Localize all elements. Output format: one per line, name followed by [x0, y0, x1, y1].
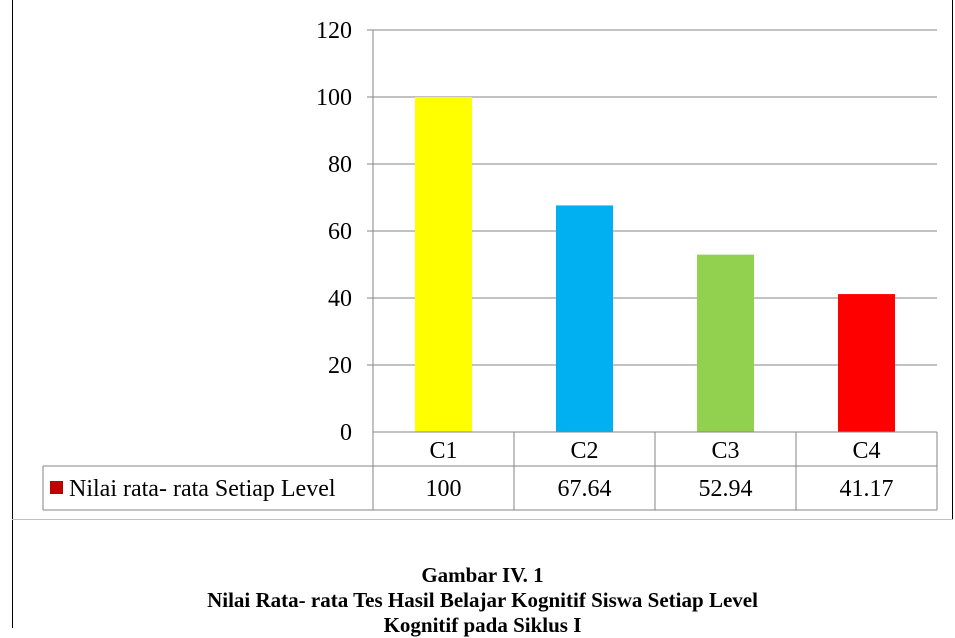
data-value-c4: 41.17 — [840, 476, 894, 502]
data-table: C1 C2 C3 C4 Nilai rata- rata Setiap Level 100… — [42, 431, 938, 511]
y-tick-label: 40 — [328, 286, 352, 312]
y-tick-label: 80 — [328, 152, 352, 178]
category-label-c4: C4 — [852, 438, 880, 464]
y-axis-tick-labels: 0 20 40 60 80 100 120 — [316, 18, 352, 446]
y-tick-label: 60 — [328, 219, 352, 245]
y-tick-label: 0 — [340, 420, 352, 446]
frame-left-border — [12, 0, 13, 628]
data-value-c2: 67.64 — [558, 476, 612, 502]
legend-key-icon — [50, 481, 63, 494]
category-label-c3: C3 — [711, 438, 739, 464]
bar-c2 — [556, 205, 613, 432]
bars — [415, 97, 895, 432]
y-tick-label: 120 — [316, 18, 352, 44]
caption-line-1: Gambar IV. 1 — [421, 563, 544, 587]
category-label-c1: C1 — [429, 438, 457, 464]
chart-area-bottom-edge — [12, 519, 953, 520]
y-tick-label: 100 — [316, 85, 352, 111]
series-name-label: Nilai rata- rata Setiap Level — [69, 476, 336, 502]
category-label-c2: C2 — [570, 438, 598, 464]
frame-right-border — [952, 0, 953, 520]
data-value-c3: 52.94 — [699, 476, 753, 502]
bar-c4 — [838, 294, 895, 432]
data-value-c1: 100 — [426, 476, 462, 502]
bar-chart: 0 20 40 60 80 100 120 C1 C2 C3 C4 Nilai rata- rata… — [42, 18, 938, 511]
figure-caption: Gambar IV. 1 Nilai Rata- rata Tes Hasil … — [12, 563, 953, 638]
caption-line-3: Kognitif pada Siklus I — [383, 613, 582, 637]
caption-line-2: Nilai Rata- rata Tes Hasil Belajar Kogni… — [207, 588, 758, 612]
bar-c1 — [415, 97, 472, 432]
bar-c3 — [697, 254, 754, 432]
y-tick-label: 20 — [328, 353, 352, 379]
